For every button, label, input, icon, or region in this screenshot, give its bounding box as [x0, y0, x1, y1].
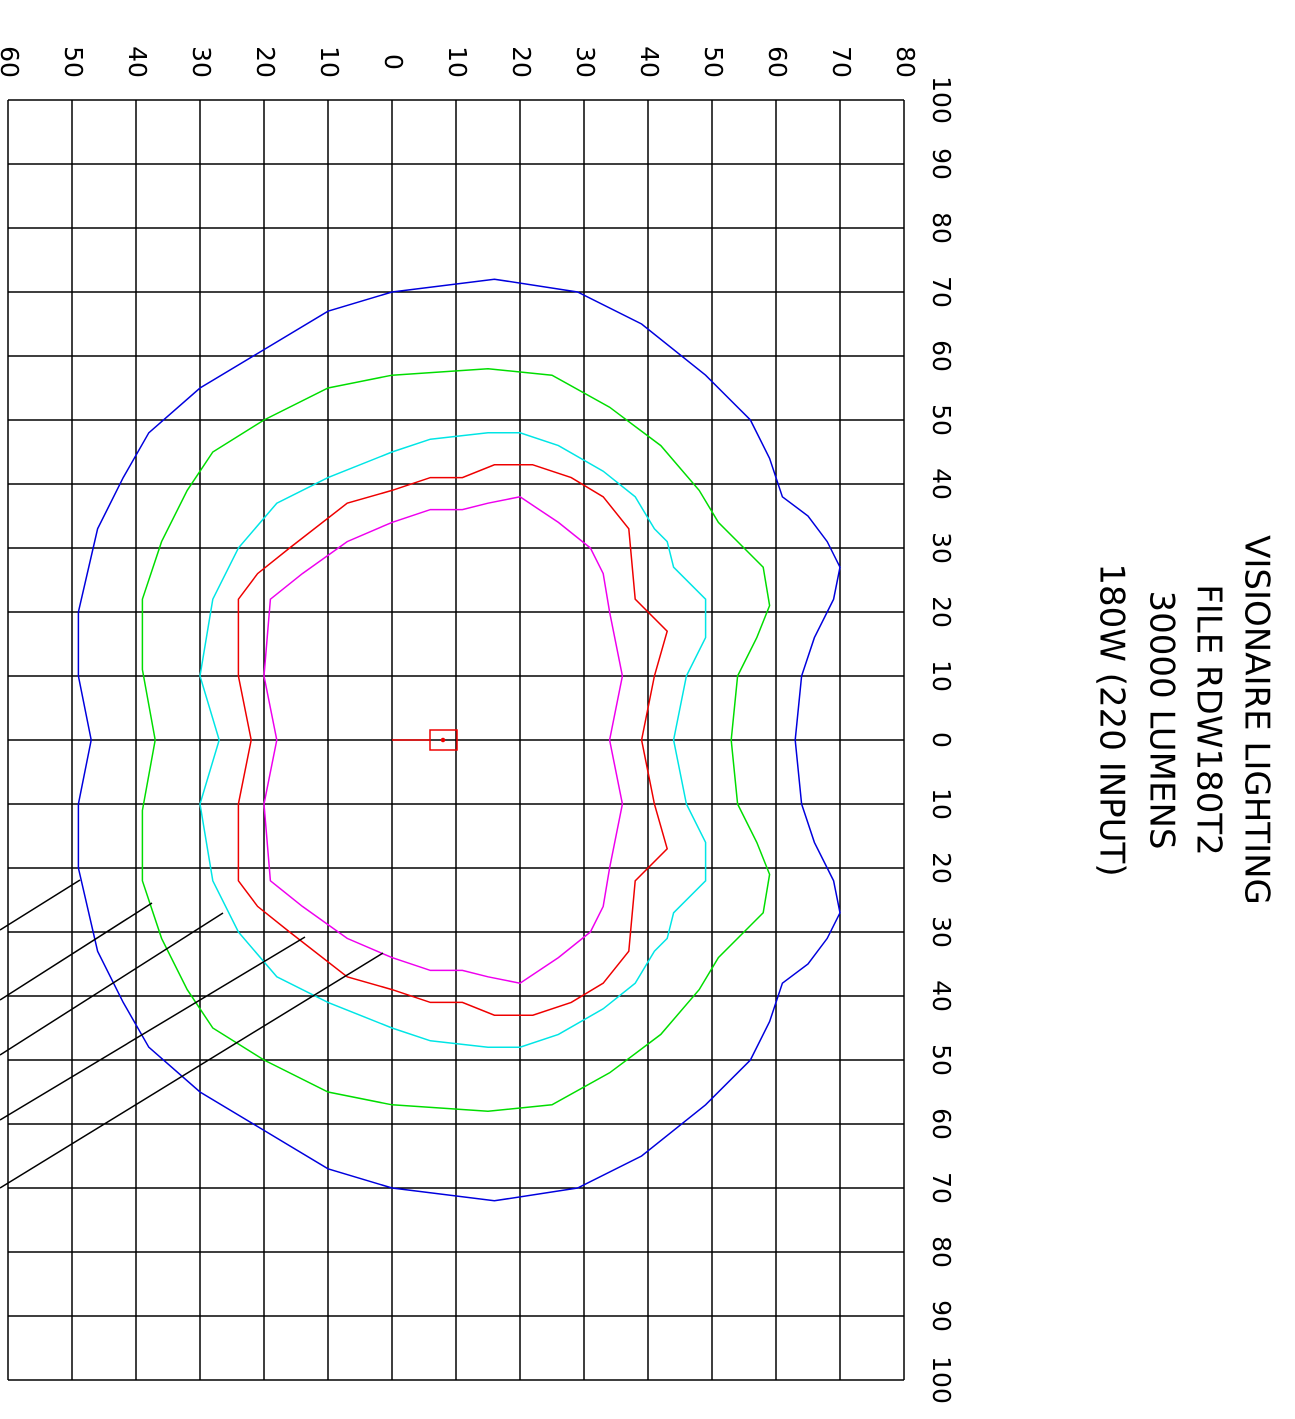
- x-tick-label: 50: [699, 46, 728, 78]
- y-tick-label: 90: [927, 1300, 956, 1332]
- x-tick-label: 40: [123, 46, 152, 78]
- x-tick-label: 30: [187, 46, 216, 78]
- x-tick-label: 10: [443, 46, 472, 78]
- leader-line: [0, 952, 384, 1189]
- x-tick-label: 60: [763, 46, 792, 78]
- isolux-contour: [199, 432, 707, 1048]
- y-tick-label: 50: [927, 404, 956, 436]
- y-tick-label: 40: [927, 980, 956, 1012]
- isolux-contour: [263, 496, 624, 984]
- x-tick-label: 30: [571, 46, 600, 78]
- x-tick-label: 20: [507, 46, 536, 78]
- x-tick-label: 70: [827, 46, 856, 78]
- y-tick-label: 80: [927, 1236, 956, 1268]
- x-tick-label: 20: [251, 46, 280, 78]
- isolux-contour: [141, 368, 771, 1112]
- y-tick-label: 10: [927, 660, 956, 692]
- x-tick-label: 60: [0, 46, 24, 78]
- x-tick-label: 10: [315, 46, 344, 78]
- y-tick-label: 50: [927, 1044, 956, 1076]
- y-tick-label: 100: [927, 1356, 956, 1404]
- isolux-contour: [237, 464, 669, 1016]
- x-tick-label: 0: [379, 54, 408, 70]
- title-line: 180W (220 INPUT): [1092, 563, 1132, 876]
- grid: 60 50 40 30 20 10 0 10 20 30 40 50 60 70 8010090807060…: [0, 46, 956, 1404]
- leader-line: [0, 912, 224, 1056]
- x-tick-label: 80: [891, 46, 920, 78]
- x-tick-label: 50: [59, 46, 88, 78]
- x-tick-label: 40: [635, 46, 664, 78]
- y-tick-label: 100: [927, 76, 956, 124]
- y-tick-label: 20: [927, 852, 956, 884]
- isolux-contour: [77, 278, 841, 1202]
- title-line: FILE RDW180T2: [1189, 584, 1229, 856]
- y-tick-label: 20: [927, 596, 956, 628]
- leader-lines: [0, 879, 384, 1189]
- y-tick-label: 60: [927, 340, 956, 372]
- leader-line: [0, 902, 153, 1001]
- y-tick-label: 70: [927, 276, 956, 308]
- title-line: 30000 LUMENS: [1142, 591, 1182, 850]
- contours: [77, 278, 841, 1202]
- y-tick-label: 0: [927, 732, 956, 748]
- luminaire-head: [429, 729, 458, 751]
- leader-line: [0, 879, 81, 931]
- y-tick-label: 40: [927, 468, 956, 500]
- y-tick-label: 30: [927, 916, 956, 948]
- y-tick-label: 70: [927, 1172, 956, 1204]
- luminaire-point: [440, 737, 446, 743]
- y-tick-label: 90: [927, 148, 956, 180]
- y-tick-label: 60: [927, 1108, 956, 1140]
- title-line: VISIONAIRE LIGHTING: [1237, 535, 1277, 905]
- y-tick-label: 30: [927, 532, 956, 564]
- y-tick-label: 10: [927, 788, 956, 820]
- luminaire: [392, 729, 458, 751]
- leader-line: [0, 936, 306, 1121]
- y-tick-label: 80: [927, 212, 956, 244]
